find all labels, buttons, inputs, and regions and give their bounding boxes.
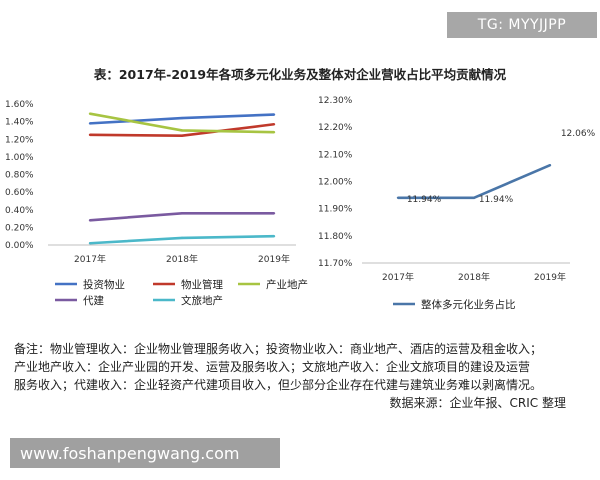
x-tick-label: 2019年 <box>534 271 566 283</box>
y-tick-label: 0.80% <box>5 171 34 181</box>
note-line-2: 产业地产收入：企业产业园的开发、运营及服务收入；文旅地产收入：企业文旅项目的建设… <box>14 360 531 374</box>
watermark-top: TG: MYYJJPP <box>447 12 597 38</box>
note-line-3: 服务收入；代建收入：企业轻资产代建项目收入，但少部分企业存在代建与建筑业务难以剥… <box>14 378 543 392</box>
data-point <box>472 196 476 199</box>
data-label: 11.94% <box>407 195 442 205</box>
legend-label: 整体多元化业务占比 <box>421 298 516 311</box>
x-tick-label: 2018年 <box>166 253 198 265</box>
x-tick-label: 2018年 <box>458 271 490 283</box>
y-tick-label: 11.90% <box>318 205 353 215</box>
data-point <box>272 123 276 126</box>
y-tick-label: 1.40% <box>5 118 34 128</box>
left-chart: 0.00% 0.20% 0.40% 0.60% 0.80% 1.00% 1.20% 1.40%… <box>5 100 308 307</box>
data-point <box>180 236 184 240</box>
data-point <box>88 242 92 245</box>
legend-label: 文旅地产 <box>181 294 223 307</box>
chart-title: 表：2017年-2019年各项多元化业务及整体对企业营收占比平均贡献情况 <box>93 67 507 82</box>
y-tick-label: 0.00% <box>5 241 34 251</box>
data-point <box>396 196 400 199</box>
y-tick-label: 0.40% <box>5 206 34 216</box>
data-point <box>180 212 184 215</box>
data-point <box>88 219 92 222</box>
data-point <box>88 122 92 125</box>
y-tick-label: 11.70% <box>318 259 353 269</box>
data-point <box>272 212 276 215</box>
y-tick-label: 12.20% <box>318 123 353 133</box>
notes-block: 备注：物业管理收入：企业物业管理服务收入；投资物业收入：商业地产、酒店的运营及租… <box>14 340 594 412</box>
legend-label: 投资物业 <box>83 278 125 291</box>
y-tick-label: 12.00% <box>318 178 353 188</box>
y-tick-label: 0.20% <box>5 223 34 233</box>
y-tick-label: 0.60% <box>5 188 34 198</box>
data-point <box>88 133 92 137</box>
data-label: 12.06% <box>561 129 596 139</box>
data-source: 数据来源：企业年报、CRIC 整理 <box>389 396 566 410</box>
y-tick-label: 1.60% <box>5 100 34 110</box>
data-point <box>180 116 184 120</box>
data-label: 11.94% <box>479 195 514 205</box>
legend-label: 物业管理 <box>181 278 223 291</box>
y-tick-label: 1.00% <box>5 153 34 163</box>
y-tick-label: 11.80% <box>318 232 353 242</box>
x-tick-label: 2017年 <box>74 253 106 265</box>
y-tick-label: 12.30% <box>318 96 353 106</box>
data-point <box>548 164 552 167</box>
note-line-1: 备注：物业管理收入：企业物业管理服务收入；投资物业收入：商业地产、酒店的运营及租… <box>14 342 543 356</box>
legend-label: 代建 <box>83 294 104 307</box>
data-point <box>272 131 276 134</box>
data-point <box>180 129 184 132</box>
data-point <box>180 134 184 137</box>
x-tick-label: 2019年 <box>258 253 290 265</box>
y-tick-label: 12.10% <box>318 150 353 160</box>
series-line-1 <box>398 164 551 200</box>
right-chart: 11.70% 11.80% 11.90% 12.00% 12.10% 12.20% 12.3… <box>318 96 596 311</box>
data-point <box>88 112 92 115</box>
data-point <box>272 113 276 116</box>
charts-canvas: 0.00% 0.20% 0.40% 0.60% 0.80% 1.00% 1.20% 1.40%… <box>5 96 596 311</box>
y-tick-label: 1.20% <box>5 135 34 145</box>
x-tick-label: 2017年 <box>382 271 414 283</box>
data-point <box>272 234 276 238</box>
legend-label: 产业地产 <box>266 278 308 291</box>
watermark-bottom: www.foshanpengwang.com <box>10 438 280 468</box>
